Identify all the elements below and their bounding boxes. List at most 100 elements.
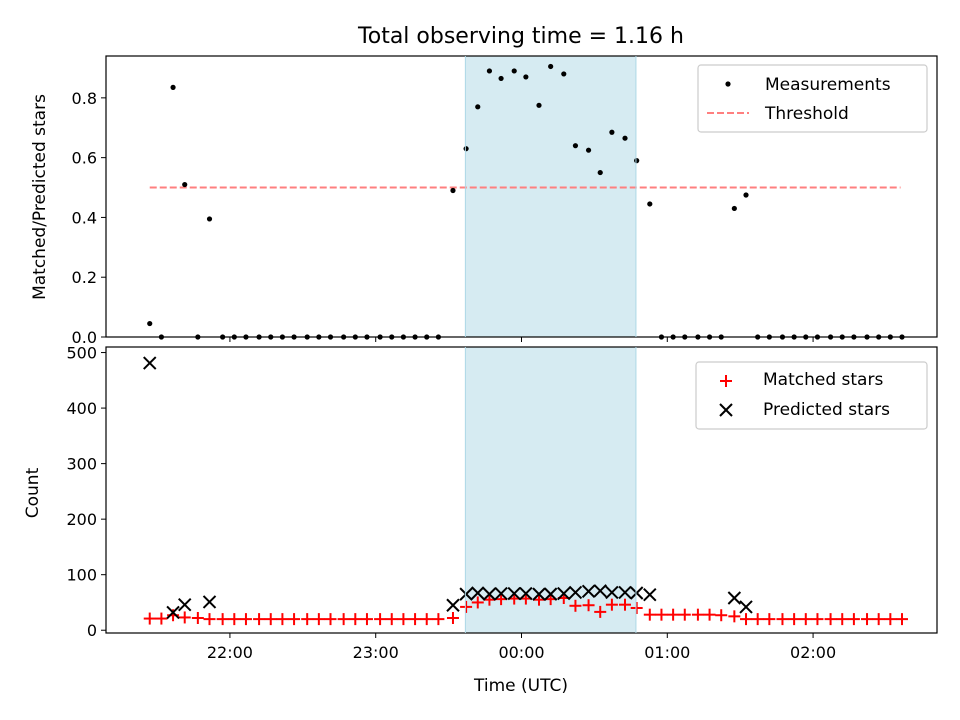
predicted-star-point: [459, 587, 473, 601]
matched-star-point: [471, 596, 484, 609]
x-tick-label: 02:00: [790, 643, 836, 662]
bottom-ylabel: Count: [23, 467, 43, 518]
predicted-star-point: [178, 597, 192, 612]
measurement-point: [498, 75, 504, 82]
top-highlight-span: [465, 56, 636, 337]
measurement-point: [548, 63, 554, 70]
matched-star-point: [799, 613, 812, 626]
measurement-point: [486, 68, 493, 74]
matched-star-point: [143, 612, 156, 625]
y-tick-label: 100: [66, 566, 97, 585]
matched-star-point: [239, 613, 252, 626]
chart-title: Total observing time = 1.16 h: [357, 24, 684, 49]
matched-star-point: [216, 613, 229, 626]
measurement-point: [182, 181, 188, 188]
matched-star-point: [594, 605, 607, 618]
matched-star-point: [678, 608, 691, 621]
bottom-legend: Matched stars Predicted stars: [695, 361, 928, 430]
matched-star-point: [619, 598, 632, 611]
x-tick-label: 00:00: [498, 643, 544, 662]
matched-star-point: [420, 613, 433, 626]
x-tick-label: 23:00: [353, 643, 399, 662]
measurement-point: [523, 74, 529, 80]
measurement-point: [743, 192, 749, 198]
matched-star-point: [872, 613, 885, 626]
matched-star-point: [349, 613, 362, 626]
legend-measurements-marker: [725, 81, 731, 87]
matched-star-point: [788, 613, 801, 626]
matched-star-point: [884, 613, 897, 626]
matched-star-point: [847, 613, 860, 626]
matched-star-point: [751, 613, 764, 626]
matched-star-point: [667, 608, 680, 621]
matched-star-point: [824, 613, 837, 626]
matched-star-point: [324, 613, 337, 626]
matched-star-point: [776, 613, 789, 626]
matched-star-point: [460, 600, 473, 613]
matched-star-point: [495, 593, 508, 606]
matched-star-point: [337, 613, 350, 626]
measurement-point: [634, 158, 640, 164]
measurement-point: [572, 143, 579, 149]
x-tick-label: 22:00: [207, 643, 253, 662]
matched-star-point: [703, 608, 716, 621]
y-tick-label: 0: [87, 621, 97, 640]
measurement-point: [561, 71, 567, 77]
bottom-axes-frame: [105, 346, 938, 634]
legend-measurements-label: Measurements: [765, 75, 891, 95]
measurement-point: [511, 68, 517, 74]
matched-star-point: [532, 593, 545, 606]
matched-star-point: [409, 613, 422, 626]
matched-star-point: [861, 613, 874, 626]
matched-star-point: [605, 598, 618, 611]
measurement-point: [475, 104, 481, 110]
predicted-star-point: [543, 587, 558, 601]
predicted-star-point: [166, 605, 180, 620]
measurement-point: [731, 205, 737, 212]
matched-star-point: [288, 613, 301, 626]
top-ylabel: Matched/Predicted stars: [30, 94, 50, 300]
measurement-point: [585, 147, 592, 153]
y-tick-label: 400: [66, 399, 97, 418]
measurement-point: [450, 187, 456, 194]
matched-star-point: [691, 608, 704, 621]
matched-star-point: [385, 613, 398, 626]
legend-predicted-label: Predicted stars: [763, 400, 890, 420]
matched-star-point: [643, 608, 656, 621]
matched-star-point: [740, 613, 753, 626]
matched-star-point: [301, 613, 314, 626]
matched-star-point: [715, 609, 728, 622]
predicted-star-point: [618, 585, 632, 600]
predicted-star-point: [494, 586, 508, 601]
y-tick-label: 0.0: [72, 328, 97, 347]
legend-predicted-marker: [719, 403, 733, 417]
y-tick-label: 0.4: [72, 208, 97, 227]
predicted-star-point: [581, 584, 596, 599]
bottom-highlight-span: [465, 347, 636, 633]
predicted-star-point: [471, 586, 485, 600]
matched-star-point: [276, 613, 289, 626]
predicted-star-point: [557, 586, 571, 601]
predicted-star-point: [605, 585, 619, 600]
matched-star-point: [360, 613, 373, 626]
matched-star-point: [253, 613, 266, 626]
measurement-point: [536, 102, 542, 108]
y-tick-label: 300: [66, 455, 97, 474]
bottom-legend-box: [695, 361, 928, 430]
legend-matched-marker: [720, 375, 732, 387]
y-tick-label: 0.6: [72, 149, 97, 168]
predicted-star-point: [643, 587, 657, 602]
predicted-star-point: [202, 595, 217, 609]
matched-star-point: [155, 612, 168, 625]
predicted-star-point: [727, 591, 742, 605]
measurement-point: [206, 216, 213, 222]
bottom-xlabel: Time (UTC): [473, 676, 568, 696]
matched-star-point: [203, 613, 216, 626]
matched-star-point: [811, 613, 824, 626]
predicted-star-point: [739, 600, 753, 614]
legend-threshold-label: Threshold: [764, 104, 849, 124]
matched-star-point: [483, 593, 496, 606]
matched-star-point: [763, 613, 776, 626]
predicted-star-point: [519, 586, 533, 601]
matched-star-point: [446, 612, 459, 625]
